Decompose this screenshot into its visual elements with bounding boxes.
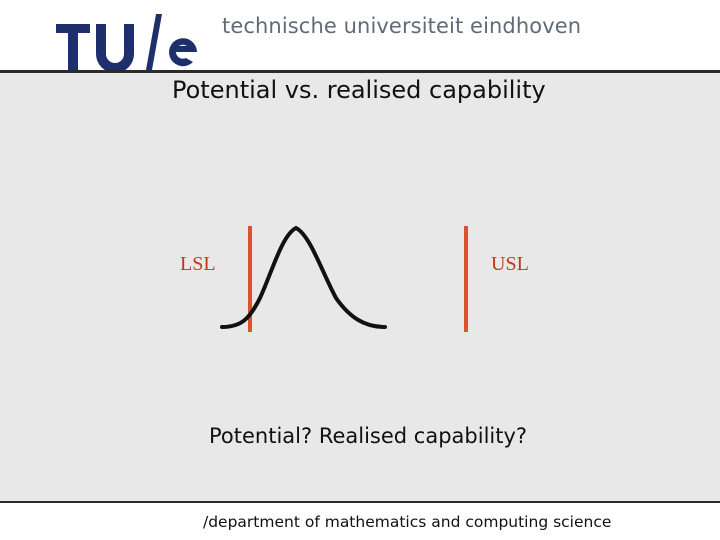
slide-body	[0, 73, 720, 503]
header-divider	[0, 70, 720, 73]
question-text: Potential? Realised capability?	[209, 424, 528, 448]
tue-logo	[56, 6, 206, 84]
department-name: /department of mathematics and computing…	[203, 513, 612, 531]
usl-label: USL	[491, 253, 529, 275]
institution-name: technische universiteit eindhoven	[222, 14, 582, 38]
normal-curve	[220, 225, 387, 329]
lsl-label: LSL	[180, 253, 216, 275]
footer	[0, 503, 720, 540]
capability-diagram	[220, 225, 468, 332]
header: technische universiteit eindhoven	[0, 0, 720, 81]
slide-title: Potential vs. realised capability	[172, 76, 546, 104]
footer-divider	[0, 501, 720, 503]
